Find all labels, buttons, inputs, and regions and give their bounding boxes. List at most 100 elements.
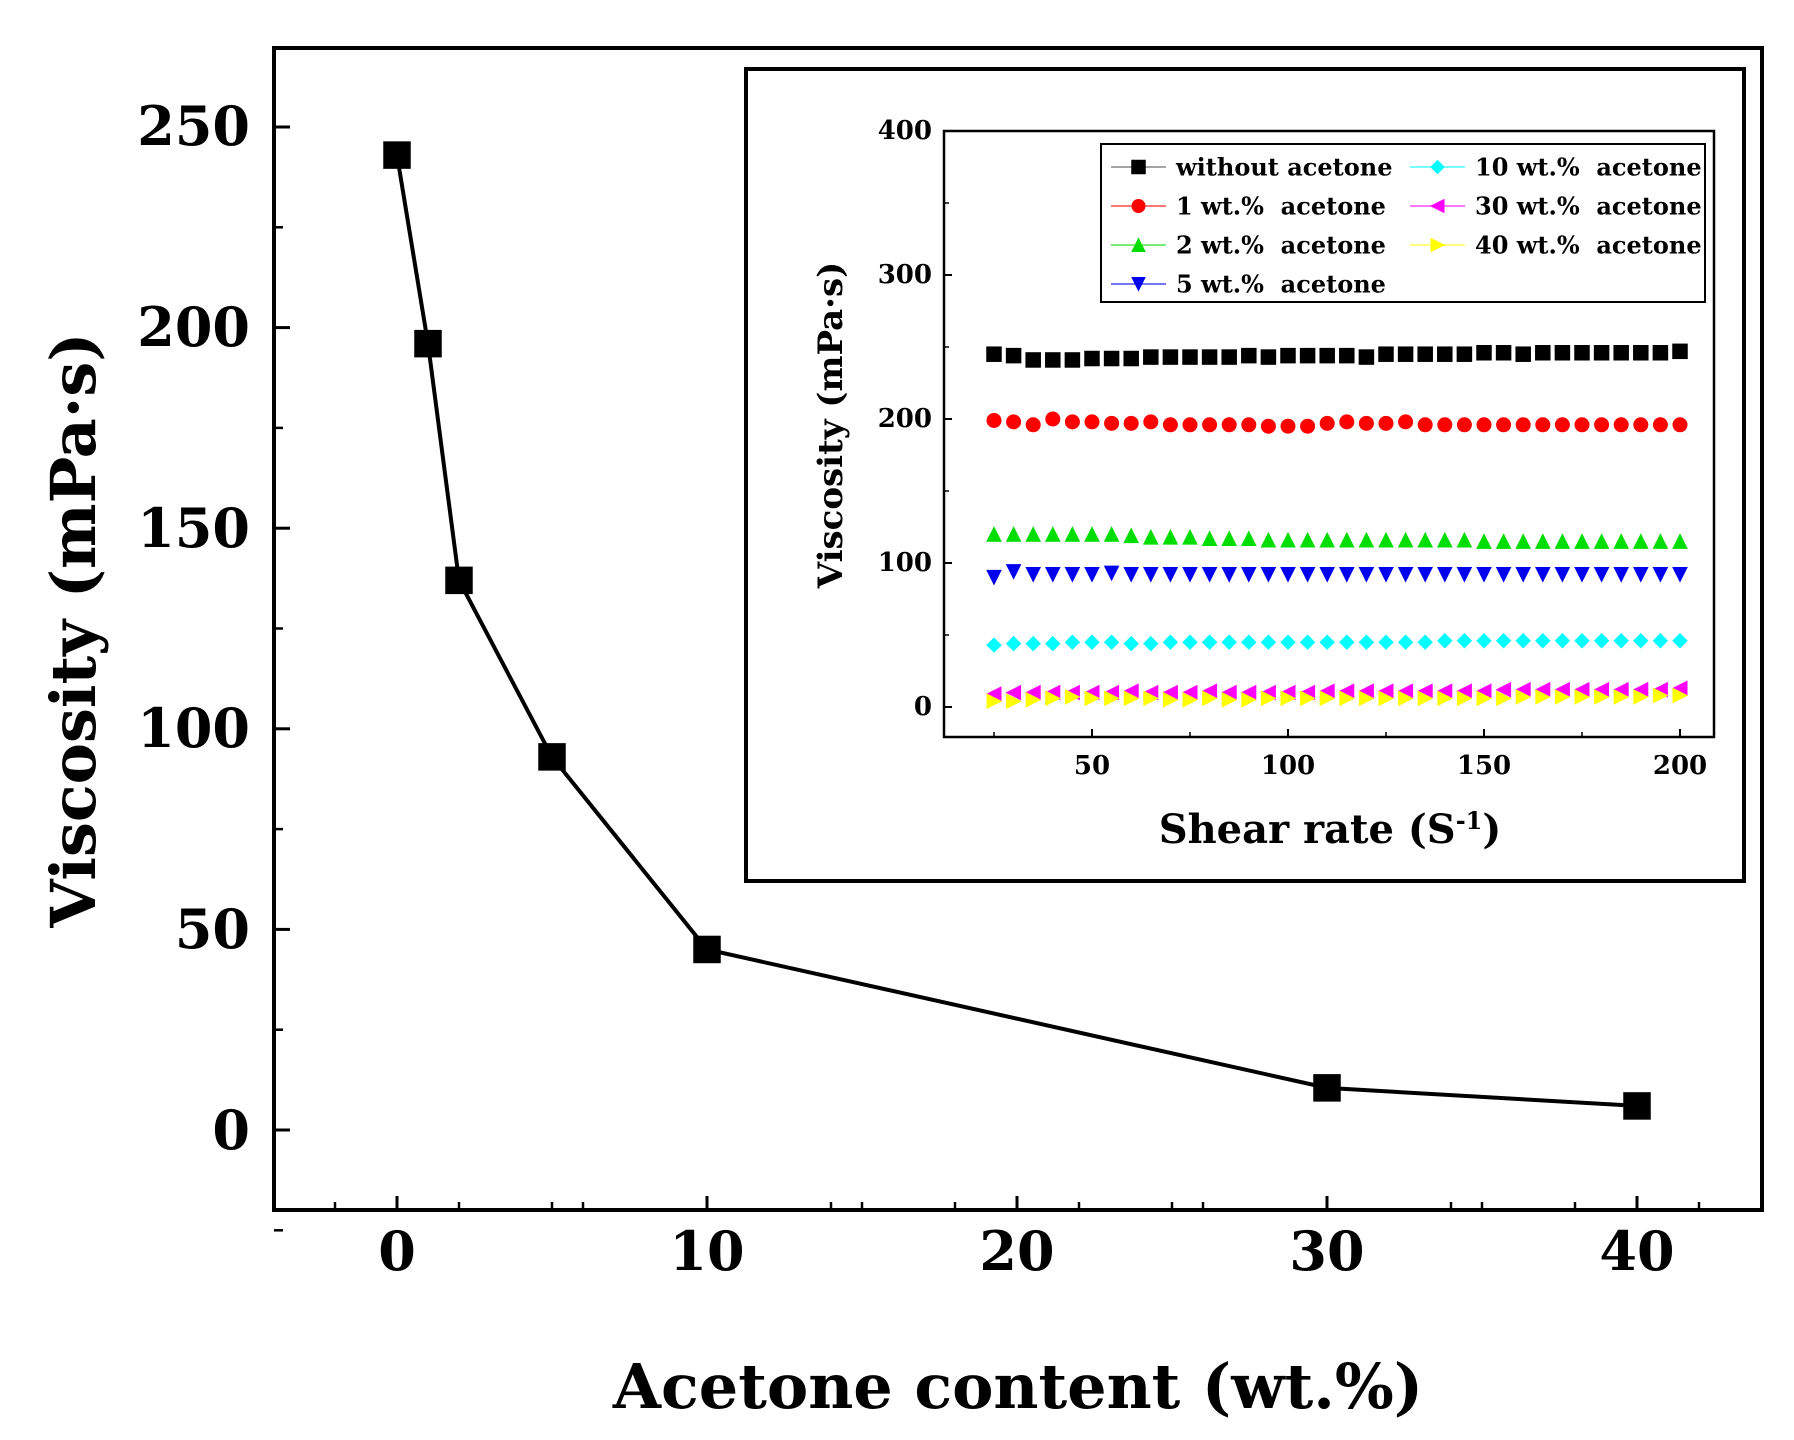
inset-data-point bbox=[1613, 633, 1629, 649]
inset-data-point bbox=[1652, 417, 1668, 433]
inset-data-point bbox=[1496, 417, 1512, 433]
inset-axis-ticks bbox=[944, 130, 1681, 737]
inset-data-point bbox=[1594, 689, 1610, 705]
inset-data-point bbox=[1338, 531, 1355, 548]
inset-data-point bbox=[1260, 349, 1277, 365]
inset-data-point bbox=[1319, 567, 1336, 583]
inset-data-point bbox=[1456, 567, 1473, 583]
inset-data-point bbox=[1378, 346, 1394, 362]
inset-data-point bbox=[986, 526, 1002, 542]
inset-data-point bbox=[1221, 567, 1238, 583]
inset-data-point bbox=[1593, 533, 1610, 549]
inset-data-point bbox=[1633, 633, 1649, 649]
legend-label: 1 wt.% acetone bbox=[1176, 192, 1386, 221]
inset-x-axis-title-superscript: -1 bbox=[1456, 806, 1483, 835]
inset-data-point bbox=[1456, 531, 1473, 548]
inset-series-group bbox=[985, 680, 1688, 702]
inset-data-point bbox=[1554, 417, 1570, 433]
inset-data-point bbox=[1162, 691, 1179, 708]
inset-data-point bbox=[1633, 417, 1649, 433]
inset-data-point bbox=[1025, 635, 1041, 652]
inset-data-point bbox=[1495, 567, 1512, 583]
inset-data-point bbox=[1123, 567, 1140, 583]
inset-data-point bbox=[1025, 691, 1042, 708]
inset-data-point bbox=[1339, 347, 1355, 364]
inset-data-point bbox=[1084, 634, 1100, 650]
inset-data-point bbox=[1319, 531, 1336, 548]
inset-data-point bbox=[1064, 689, 1081, 705]
inset-x-tick-label: 150 bbox=[1457, 751, 1511, 781]
legend-marker-sample bbox=[1430, 237, 1446, 253]
inset-plot-frame bbox=[942, 129, 1716, 739]
inset-data-point bbox=[1437, 417, 1453, 433]
inset-x-axis-title-close: ) bbox=[1482, 806, 1501, 853]
inset-data-point bbox=[1358, 349, 1375, 365]
inset-data-point bbox=[1397, 346, 1414, 362]
main-axis-ticks bbox=[274, 125, 1701, 1232]
inset-data-point bbox=[1456, 346, 1473, 362]
inset-data-point bbox=[1300, 690, 1316, 707]
inset-data-point bbox=[1436, 567, 1453, 583]
inset-data-point bbox=[1378, 415, 1394, 431]
inset-x-tick-label: 200 bbox=[1653, 751, 1707, 781]
main-data-point bbox=[1313, 1074, 1341, 1102]
inset-data-point bbox=[1672, 633, 1688, 649]
inset-data-point bbox=[1397, 567, 1414, 583]
inset-data-point bbox=[1613, 417, 1629, 433]
inset-data-point bbox=[1182, 567, 1198, 583]
inset-data-point bbox=[1672, 533, 1688, 549]
inset-series-group bbox=[986, 411, 1688, 434]
inset-data-point bbox=[1162, 567, 1179, 583]
inset-data-point bbox=[1437, 346, 1453, 362]
main-x-tick-label: 20 bbox=[979, 1219, 1054, 1283]
inset-data-point bbox=[1240, 530, 1257, 547]
inset-data-point bbox=[1202, 690, 1218, 707]
inset-data-point bbox=[1613, 533, 1630, 549]
inset-data-point bbox=[1300, 418, 1316, 434]
legend-label: 30 wt.% acetone bbox=[1475, 192, 1702, 221]
inset-data-point bbox=[1182, 349, 1198, 365]
legend-entries bbox=[1111, 159, 1465, 292]
inset-data-point bbox=[1613, 567, 1630, 583]
inset-data-point bbox=[1535, 689, 1551, 705]
inset-data-point bbox=[1358, 690, 1375, 707]
inset-data-point bbox=[1476, 533, 1492, 549]
inset-data-point bbox=[1162, 634, 1179, 650]
main-data-point bbox=[538, 743, 566, 771]
inset-data-point bbox=[1633, 345, 1649, 361]
legend-label: 5 wt.% acetone bbox=[1176, 270, 1386, 299]
inset-x-tick-labels: 50 100 150 200 bbox=[1074, 751, 1707, 781]
inset-data-point bbox=[1182, 528, 1198, 545]
inset-data-point bbox=[1534, 567, 1551, 583]
inset-data-point bbox=[1358, 415, 1374, 431]
inset-data-point bbox=[1006, 693, 1022, 710]
inset-data-point bbox=[1358, 567, 1375, 583]
inset-data-point bbox=[1241, 347, 1257, 364]
inset-data-point bbox=[1084, 567, 1100, 583]
inset-data-point bbox=[1495, 681, 1512, 698]
inset-data-point bbox=[1554, 345, 1571, 361]
inset-data-point bbox=[1613, 345, 1629, 361]
inset-x-axis-title: Shear rate (S-1) bbox=[1159, 806, 1502, 853]
inset-data-point bbox=[1319, 415, 1335, 431]
inset-data-point bbox=[1456, 690, 1473, 707]
legend-label: 10 wt.% acetone bbox=[1475, 153, 1702, 182]
inset-data-point bbox=[1574, 345, 1590, 361]
inset-data-point bbox=[1221, 349, 1237, 365]
inset-data-point bbox=[1044, 526, 1061, 542]
inset-data-point bbox=[1417, 531, 1434, 548]
main-x-tick-label: 40 bbox=[1599, 1219, 1674, 1283]
main-data-point bbox=[1623, 1092, 1651, 1120]
inset-data-point bbox=[1201, 567, 1218, 583]
inset-data-point bbox=[1358, 634, 1375, 650]
inset-data-point bbox=[1672, 687, 1689, 704]
inset-data-point bbox=[1613, 689, 1630, 705]
inset-data-point bbox=[1240, 567, 1257, 583]
main-y-axis-title: Viscosity (mPa·s) bbox=[37, 332, 110, 928]
inset-series-group bbox=[986, 564, 1688, 586]
inset-data-point bbox=[1417, 567, 1434, 583]
inset-data-point bbox=[1123, 415, 1139, 431]
inset-data-point bbox=[1495, 633, 1512, 649]
inset-data-point bbox=[1143, 414, 1159, 430]
